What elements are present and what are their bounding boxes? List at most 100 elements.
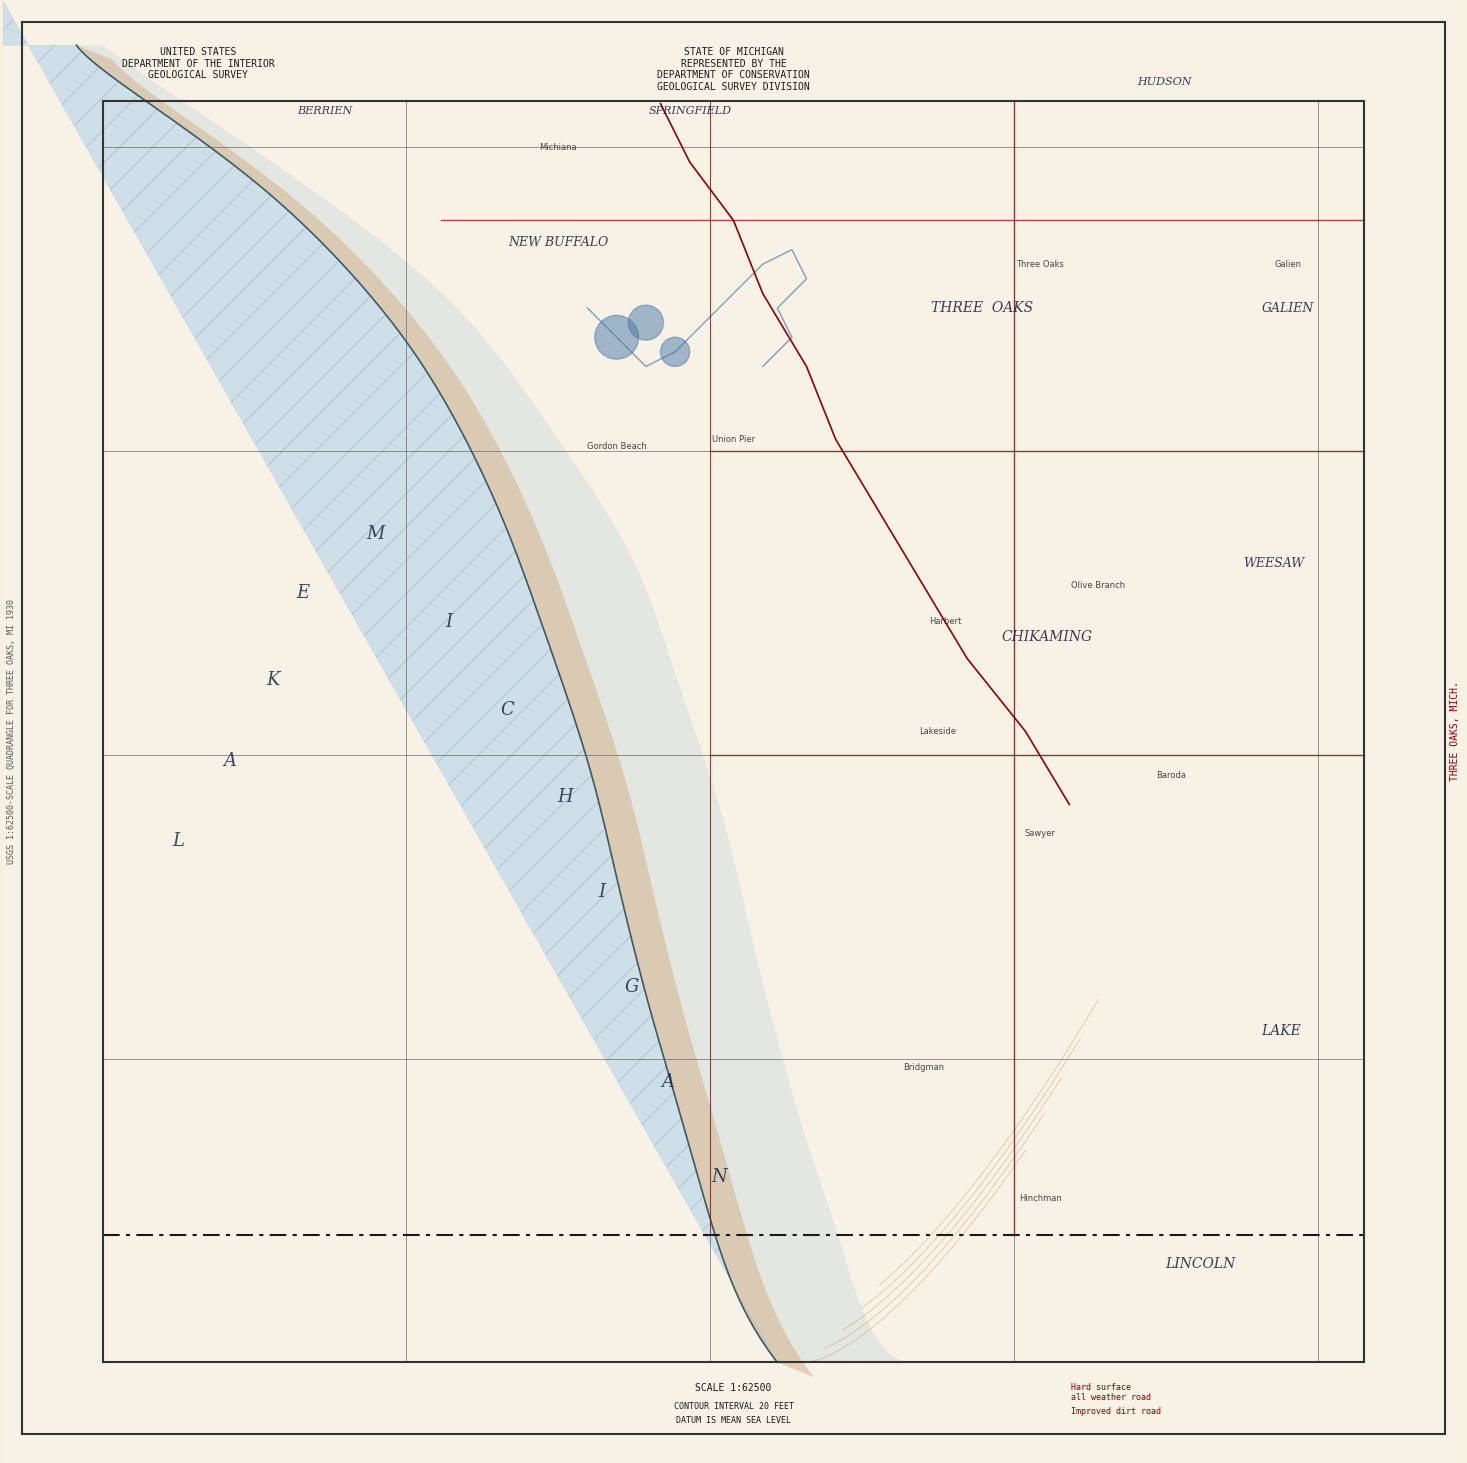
Polygon shape [673,1090,807,1140]
Polygon shape [747,1314,880,1343]
Polygon shape [277,200,374,236]
Polygon shape [95,64,141,72]
Polygon shape [449,408,574,461]
Polygon shape [390,320,502,360]
Text: DEPARTMENT OF THE INTERIOR: DEPARTMENT OF THE INTERIOR [122,59,274,69]
Polygon shape [440,394,562,445]
Polygon shape [550,647,684,699]
Text: Baroda: Baroda [1156,771,1187,780]
Polygon shape [568,699,703,752]
Text: SPRINGFIELD: SPRINGFIELD [648,105,731,116]
Text: CONTOUR INTERVAL 20 FEET: CONTOUR INTERVAL 20 FEET [673,1402,794,1410]
Polygon shape [716,1239,849,1273]
Polygon shape [333,253,437,288]
Polygon shape [511,538,645,590]
Polygon shape [254,181,348,217]
Polygon shape [704,1197,836,1232]
Text: BERRIEN: BERRIEN [296,105,352,116]
Text: NEW BUFFALO: NEW BUFFALO [508,236,609,249]
Text: A: A [223,752,236,770]
Polygon shape [110,75,163,88]
Polygon shape [3,1,778,1362]
Polygon shape [660,1043,794,1096]
Polygon shape [405,339,519,383]
Polygon shape [461,432,588,484]
Polygon shape [326,247,430,282]
Polygon shape [351,274,458,309]
Polygon shape [741,1304,874,1336]
Text: GALIEN: GALIEN [1262,301,1314,315]
Polygon shape [298,219,399,256]
Polygon shape [320,240,422,275]
Polygon shape [574,717,709,770]
Polygon shape [214,151,301,183]
Polygon shape [719,1245,851,1279]
Polygon shape [687,1137,820,1181]
Polygon shape [706,1203,839,1238]
Polygon shape [773,1358,908,1362]
Circle shape [660,338,689,366]
Polygon shape [601,815,735,866]
Polygon shape [469,446,599,499]
Polygon shape [579,734,713,787]
Polygon shape [656,1030,789,1083]
Text: LINCOLN: LINCOLN [1166,1258,1235,1271]
Polygon shape [522,568,657,619]
Polygon shape [200,139,282,168]
Polygon shape [679,1109,813,1157]
Polygon shape [547,639,681,691]
Circle shape [594,316,638,358]
Text: all weather road: all weather road [1071,1393,1152,1402]
Text: Galien: Galien [1275,260,1301,269]
Polygon shape [364,287,471,323]
Polygon shape [525,576,660,626]
Text: DEPARTMENT OF CONSERVATION: DEPARTMENT OF CONSERVATION [657,70,810,80]
Polygon shape [663,1056,797,1109]
Polygon shape [654,1024,788,1075]
Polygon shape [644,989,778,1040]
Polygon shape [508,531,643,582]
Polygon shape [481,470,613,522]
Polygon shape [587,759,720,812]
Text: USGS 1:62500-SCALE QUADRANGLE FOR THREE OAKS, MI 1930: USGS 1:62500-SCALE QUADRANGLE FOR THREE … [7,598,16,865]
Polygon shape [516,553,651,604]
Text: Gordon Beach: Gordon Beach [587,442,647,451]
Polygon shape [736,1293,870,1327]
Polygon shape [505,524,640,575]
Polygon shape [246,174,339,209]
Polygon shape [681,1116,814,1163]
Polygon shape [692,1157,826,1197]
Polygon shape [553,655,687,708]
Polygon shape [626,920,760,971]
Polygon shape [380,307,490,345]
Polygon shape [691,1150,823,1192]
Polygon shape [600,806,734,859]
Polygon shape [618,882,751,933]
Polygon shape [760,1339,895,1358]
Text: A: A [662,1072,675,1091]
Polygon shape [418,360,535,407]
Polygon shape [533,598,667,650]
Polygon shape [744,1308,877,1339]
Text: G: G [623,979,638,996]
Polygon shape [713,1227,846,1261]
Polygon shape [345,268,452,303]
Polygon shape [723,1261,857,1296]
Polygon shape [169,117,242,142]
Polygon shape [641,974,775,1026]
Text: DATUM IS MEAN SEA LEVEL: DATUM IS MEAN SEA LEVEL [676,1416,791,1425]
Circle shape [628,306,663,341]
Polygon shape [662,1050,795,1102]
Polygon shape [395,326,508,367]
Polygon shape [409,347,525,391]
Polygon shape [431,380,552,430]
Polygon shape [489,486,621,537]
Text: I: I [445,613,452,631]
Polygon shape [670,1083,804,1134]
Polygon shape [622,897,754,948]
Polygon shape [100,67,147,78]
Polygon shape [538,614,673,666]
Text: SCALE 1:62500: SCALE 1:62500 [695,1383,772,1393]
Text: UNITED STATES: UNITED STATES [160,47,236,57]
Polygon shape [414,353,530,398]
